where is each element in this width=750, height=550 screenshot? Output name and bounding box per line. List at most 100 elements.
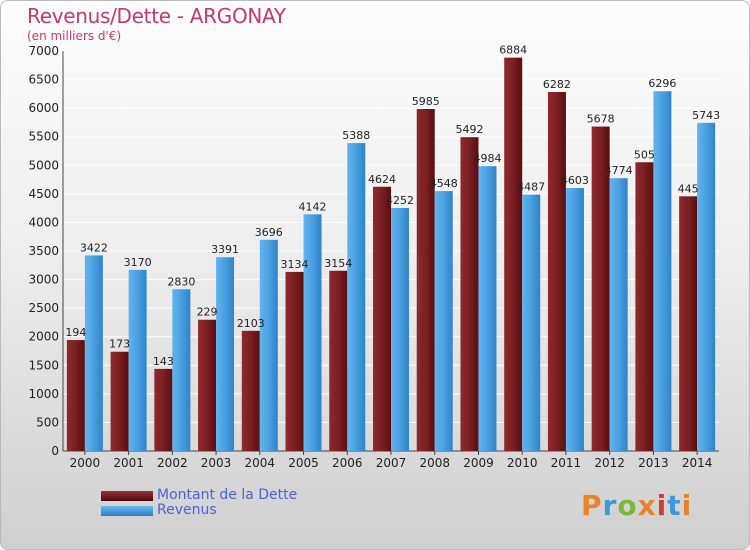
x-tick-label: 2010 [507, 456, 538, 470]
data-label-revenus: 3422 [80, 241, 108, 254]
data-label-dette: 6282 [543, 78, 571, 91]
x-tick-label: 2012 [594, 456, 625, 470]
bar-revenus [347, 143, 366, 451]
logo-letter: t [667, 489, 682, 522]
x-tick-label: 2002 [157, 456, 188, 470]
logo-letter: x [637, 489, 657, 522]
data-label-dette: 5678 [587, 113, 615, 126]
logo-letter: o [617, 489, 638, 522]
data-label-dette: 3154 [324, 257, 352, 270]
y-tick-label: 2000 [28, 330, 59, 344]
bar-revenus [522, 194, 541, 451]
data-label-dette: 5492 [455, 123, 483, 136]
y-tick-label: 5500 [28, 130, 59, 144]
data-label-dette: 194 [65, 326, 86, 339]
bar-revenus [565, 187, 584, 451]
data-label-revenus: 3170 [124, 256, 152, 269]
bar-dette [110, 351, 129, 451]
x-tick-label: 2006 [332, 456, 363, 470]
bar-dette [241, 330, 260, 451]
data-label-revenus: 4487 [517, 181, 545, 194]
data-label-revenus: 4548 [430, 177, 458, 190]
y-tick-label: 2500 [28, 301, 59, 315]
x-tick-label: 2004 [245, 456, 276, 470]
y-tick-label: 7000 [28, 44, 59, 58]
bar-revenus [216, 257, 235, 451]
y-tick-label: 4000 [28, 215, 59, 229]
y-tick-label: 1500 [28, 358, 59, 372]
y-tick-label: 4500 [28, 187, 59, 201]
x-tick-label: 2003 [201, 456, 232, 470]
data-label-dette: 5985 [412, 95, 440, 108]
x-tick-label: 2005 [288, 456, 319, 470]
bar-revenus [653, 91, 672, 451]
x-tick-label: 2000 [70, 456, 101, 470]
logo-letter: r [602, 489, 618, 522]
logo-letter: i [681, 489, 693, 522]
bar-dette [285, 271, 304, 451]
logo-letter: i [656, 489, 668, 522]
y-tick-label: 3000 [28, 273, 59, 287]
bar-dette [547, 92, 566, 452]
bar-dette [154, 368, 173, 451]
data-label-dette: 2103 [237, 317, 265, 330]
bar-revenus [391, 208, 409, 451]
data-label-dette: 143 [153, 355, 174, 368]
bar-revenus [303, 214, 322, 451]
data-label-dette: 445 [678, 182, 699, 195]
x-tick-label: 2014 [682, 456, 713, 470]
data-label-dette: 505 [634, 148, 655, 161]
proxiti-logo: Proxiti [581, 489, 692, 522]
bar-dette [504, 57, 523, 451]
data-label-revenus: 5388 [342, 129, 370, 142]
data-label-revenus: 4252 [386, 194, 414, 207]
y-tick-label: 1000 [28, 387, 59, 401]
data-label-dette: 229 [197, 306, 218, 319]
legend-swatch-dette [101, 491, 153, 501]
bar-revenus [697, 122, 716, 451]
bar-revenus [478, 166, 497, 451]
x-tick-label: 2011 [551, 456, 582, 470]
data-label-revenus: 2830 [167, 275, 195, 288]
bar-revenus [172, 289, 191, 451]
y-tick-label: 5000 [28, 158, 59, 172]
data-label-revenus: 3391 [211, 243, 239, 256]
data-label-revenus: 4142 [299, 200, 327, 213]
x-tick-label: 2007 [376, 456, 407, 470]
logo-letter: P [581, 489, 603, 522]
data-label-dette: 3134 [281, 258, 309, 271]
x-tick-label: 2008 [419, 456, 450, 470]
y-tick-label: 0 [51, 444, 59, 458]
y-tick-label: 6000 [28, 101, 59, 115]
x-tick-label: 2009 [463, 456, 494, 470]
bar-dette [591, 126, 610, 452]
legend-swatch-revenus [101, 506, 153, 516]
bar-revenus [609, 178, 628, 451]
bar-dette [679, 196, 698, 451]
bar-dette [329, 270, 348, 451]
legend-label-revenus: Revenus [157, 502, 217, 518]
bar-dette [373, 186, 391, 451]
data-label-revenus: 4984 [473, 152, 501, 165]
bar-dette [635, 162, 654, 451]
bar-revenus [434, 191, 453, 451]
data-label-revenus: 4774 [605, 164, 633, 177]
y-tick-label: 500 [36, 415, 59, 429]
bar-dette [66, 340, 85, 451]
bar-dette [416, 109, 435, 451]
chart-subtitle: (en milliers d'€) [27, 29, 122, 43]
y-tick-label: 3500 [28, 244, 59, 258]
data-label-revenus: 4603 [561, 174, 589, 187]
x-tick-label: 2013 [638, 456, 669, 470]
data-label-revenus: 5743 [692, 109, 720, 122]
bar-revenus [259, 239, 278, 451]
chart-title: Revenus/Dette - ARGONAY [27, 4, 286, 28]
y-tick-label: 6500 [28, 73, 59, 87]
data-label-dette: 4624 [368, 173, 396, 186]
bar-dette [198, 319, 217, 451]
x-tick-label: 2001 [113, 456, 144, 470]
bar-revenus [84, 255, 103, 451]
data-label-revenus: 3696 [255, 226, 283, 239]
data-label-dette: 6884 [499, 44, 527, 57]
